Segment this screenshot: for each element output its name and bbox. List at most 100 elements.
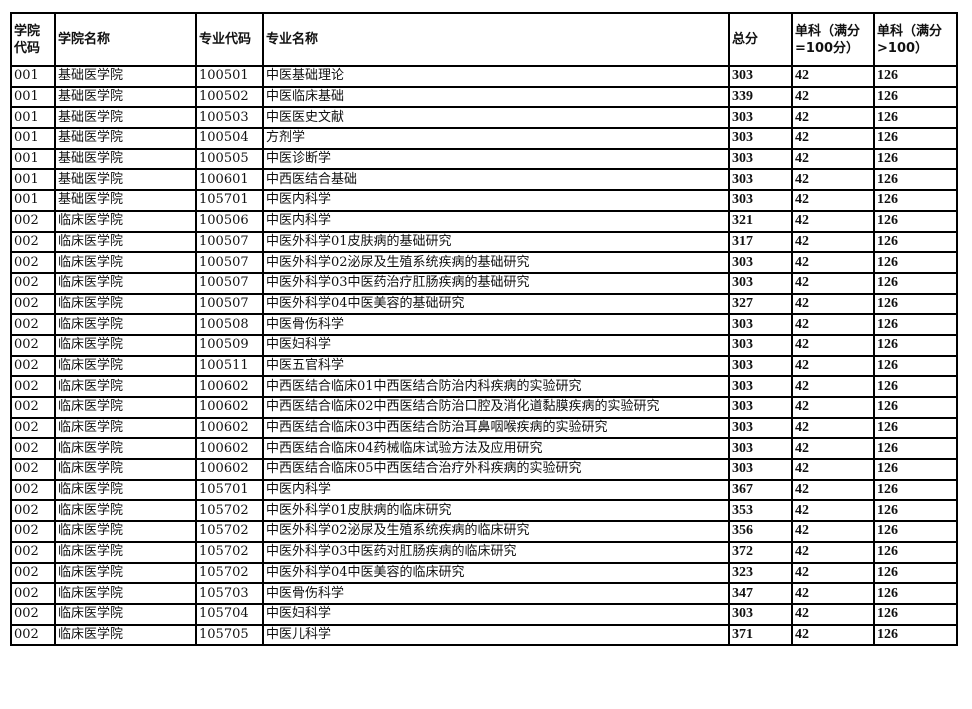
single-over-100-score-cell: 126 [873,458,958,481]
single-100-score-cell: 42 [791,623,875,647]
single-100-score-cell: 42 [791,292,875,316]
single-over-100-score-cell: 126 [873,313,958,336]
total-score-cell: 303 [728,333,793,357]
header-college-name: 学院名称 [54,12,197,67]
major-code-cell: 105704 [195,602,264,626]
major-code-cell: 100507 [195,230,264,254]
single-100-score-cell: 42 [791,540,875,564]
table-row: 002 临床医学院 100602 中西医结合临床02中西医结合防治口腔及消化道黏膜疾病… [10,396,958,419]
college-name-cell: 基础医学院 [54,189,197,212]
table-row: 002 临床医学院 100507 中医外科学03中医药治疗肛肠疾病的基础研究 303 42… [10,271,958,295]
total-score-cell: 339 [728,85,793,109]
single-over-100-score-cell: 126 [873,561,958,585]
header-single-over-100: 单科（满分>100） [873,12,958,67]
single-100-score-cell: 42 [791,458,875,481]
single-over-100-score-cell: 126 [873,271,958,295]
single-over-100-score-cell: 126 [873,582,958,605]
major-name-cell: 中医妇科学 [262,333,730,357]
single-100-score-cell: 42 [791,437,875,461]
college-name-cell: 临床医学院 [54,602,197,626]
major-code-cell: 100502 [195,85,264,109]
table-row: 001 基础医学院 100502 中医临床基础 339 42 126 [10,85,958,109]
major-code-cell: 100602 [195,396,264,419]
single-100-score-cell: 42 [791,189,875,212]
college-code-cell: 002 [10,623,56,647]
college-code-cell: 001 [10,106,56,130]
college-name-cell: 基础医学院 [54,85,197,109]
major-code-cell: 100506 [195,209,264,233]
total-score-cell: 371 [728,623,793,647]
major-name-cell: 中西医结合临床05中西医结合治疗外科疾病的实验研究 [262,458,730,481]
college-code-cell: 002 [10,292,56,316]
single-over-100-score-cell: 126 [873,437,958,461]
single-100-score-cell: 42 [791,313,875,336]
major-code-cell: 105701 [195,189,264,212]
major-name-cell: 中医内科学 [262,209,730,233]
single-100-score-cell: 42 [791,106,875,130]
major-code-cell: 105702 [195,561,264,585]
header-total-score: 总分 [728,12,793,67]
table-row: 001 基础医学院 100501 中医基础理论 303 42 126 [10,65,958,88]
college-name-cell: 临床医学院 [54,230,197,254]
college-name-cell: 临床医学院 [54,520,197,543]
major-code-cell: 105702 [195,540,264,564]
major-name-cell: 中医基础理论 [262,65,730,88]
college-code-cell: 001 [10,147,56,171]
college-code-cell: 002 [10,602,56,626]
college-name-cell: 基础医学院 [54,106,197,130]
major-name-cell: 中西医结合临床02中西医结合防治口腔及消化道黏膜疾病的实验研究 [262,396,730,419]
college-name-cell: 临床医学院 [54,313,197,336]
single-100-score-cell: 42 [791,333,875,357]
major-code-cell: 100503 [195,106,264,130]
college-code-cell: 002 [10,354,56,378]
single-100-score-cell: 42 [791,147,875,171]
major-name-cell: 中医外科学01皮肤病的基础研究 [262,230,730,254]
major-name-cell: 中医内科学 [262,189,730,212]
single-over-100-score-cell: 126 [873,127,958,150]
table-row: 002 临床医学院 100602 中西医结合临床05中西医结合治疗外科疾病的实验研究 3… [10,458,958,481]
college-code-cell: 002 [10,313,56,336]
total-score-cell: 303 [728,396,793,419]
score-table: 学院代码 学院名称 专业代码 专业名称 总分 单科（满分=100分） 单科（满分… [10,12,958,647]
major-code-cell: 100501 [195,65,264,88]
college-name-cell: 临床医学院 [54,437,197,461]
total-score-cell: 303 [728,168,793,192]
major-code-cell: 100508 [195,313,264,336]
college-code-cell: 002 [10,251,56,274]
single-over-100-score-cell: 126 [873,520,958,543]
college-name-cell: 临床医学院 [54,375,197,398]
table-row: 002 临床医学院 100509 中医妇科学 303 42 126 [10,333,958,357]
major-name-cell: 中西医结合临床01中西医结合防治内科疾病的实验研究 [262,375,730,398]
college-code-cell: 001 [10,65,56,88]
total-score-cell: 317 [728,230,793,254]
total-score-cell: 321 [728,209,793,233]
single-over-100-score-cell: 126 [873,354,958,378]
major-code-cell: 100511 [195,354,264,378]
table-body: 001 基础医学院 100501 中医基础理论 303 42 126 001 基础医学院 1005… [10,65,958,647]
single-100-score-cell: 42 [791,127,875,150]
college-code-cell: 002 [10,478,56,502]
major-code-cell: 100602 [195,458,264,481]
header-row: 学院代码 学院名称 专业代码 专业名称 总分 单科（满分=100分） 单科（满分… [10,12,958,67]
college-code-cell: 002 [10,499,56,523]
single-100-score-cell: 42 [791,354,875,378]
total-score-cell: 303 [728,375,793,398]
header-single-100: 单科（满分=100分） [791,12,875,67]
college-name-cell: 临床医学院 [54,354,197,378]
college-name-cell: 临床医学院 [54,251,197,274]
college-code-cell: 001 [10,189,56,212]
major-code-cell: 105705 [195,623,264,647]
major-code-cell: 100507 [195,292,264,316]
college-name-cell: 基础医学院 [54,65,197,88]
total-score-cell: 303 [728,437,793,461]
total-score-cell: 303 [728,65,793,88]
total-score-cell: 303 [728,416,793,440]
college-code-cell: 002 [10,582,56,605]
major-name-cell: 中医骨伤科学 [262,313,730,336]
major-name-cell: 中医骨伤科学 [262,582,730,605]
total-score-cell: 303 [728,106,793,130]
college-name-cell: 临床医学院 [54,478,197,502]
table-row: 001 基础医学院 100503 中医医史文献 303 42 126 [10,106,958,130]
college-code-cell: 002 [10,561,56,585]
single-over-100-score-cell: 126 [873,251,958,274]
